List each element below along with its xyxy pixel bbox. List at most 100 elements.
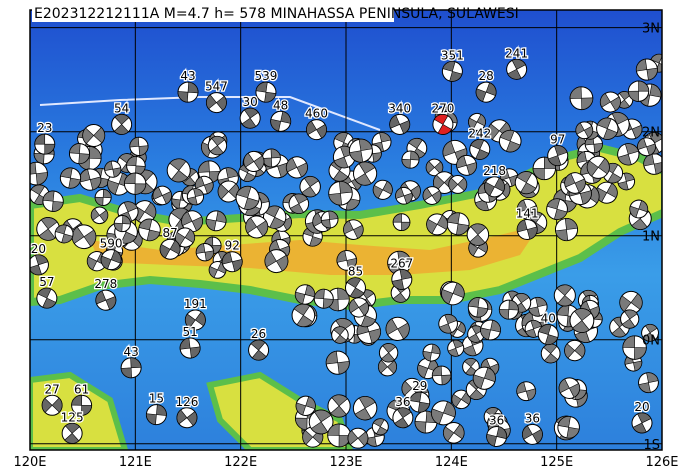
ball-quadrant bbox=[104, 160, 122, 178]
y-tick-label: 2N bbox=[642, 126, 660, 141]
background-ball bbox=[498, 299, 519, 320]
ball-quadrant bbox=[558, 378, 580, 398]
depth-label: 51 bbox=[182, 325, 197, 339]
mainshock bbox=[432, 113, 454, 135]
background-ball bbox=[90, 206, 109, 225]
depth-label: 590 bbox=[100, 237, 123, 251]
background-ball bbox=[186, 188, 205, 206]
ball-quadrant bbox=[409, 391, 430, 413]
beachball bbox=[547, 145, 569, 167]
beachball bbox=[36, 287, 58, 309]
depth-label: 87 bbox=[162, 226, 177, 240]
ball-quadrant bbox=[636, 58, 658, 81]
depth-label: 43 bbox=[123, 345, 138, 359]
beachball bbox=[392, 407, 414, 429]
depth-label: 191 bbox=[184, 297, 207, 311]
background-ball bbox=[641, 323, 659, 342]
beachball bbox=[30, 254, 49, 276]
background-ball bbox=[451, 389, 471, 410]
ball-quadrant bbox=[94, 189, 112, 206]
ball-quadrant bbox=[113, 114, 130, 135]
background-ball bbox=[59, 167, 82, 189]
ball-quadrant bbox=[596, 117, 618, 140]
background-ball bbox=[387, 250, 412, 275]
ball-quadrant bbox=[206, 94, 227, 111]
ball-quadrant bbox=[181, 211, 203, 232]
background-ball bbox=[54, 224, 74, 244]
ball-quadrant bbox=[270, 111, 291, 132]
ball-quadrant bbox=[37, 287, 57, 309]
ball-quadrant bbox=[152, 186, 172, 205]
ball-quadrant bbox=[146, 404, 167, 425]
ball-quadrant bbox=[286, 157, 308, 178]
ball-quadrant bbox=[95, 290, 117, 310]
background-ball bbox=[262, 205, 287, 229]
beachball bbox=[441, 60, 463, 82]
depth-label: 85 bbox=[348, 265, 363, 279]
ball-quadrant bbox=[301, 176, 319, 198]
ball-quadrant bbox=[475, 82, 497, 102]
ball-quadrant bbox=[564, 342, 586, 359]
beachball bbox=[409, 391, 431, 413]
ball-quadrant bbox=[336, 250, 357, 271]
background-ball bbox=[217, 180, 240, 203]
ball-quadrant bbox=[295, 396, 316, 416]
background-ball bbox=[524, 319, 543, 338]
ball-quadrant bbox=[100, 249, 122, 270]
y-tick-label: 3N bbox=[642, 22, 660, 37]
ball-quadrant bbox=[522, 425, 543, 444]
beachball bbox=[475, 81, 497, 103]
ball-quadrant bbox=[600, 93, 621, 112]
background-ball bbox=[327, 394, 351, 418]
ball-quadrant bbox=[42, 190, 64, 212]
depth-label: 23 bbox=[37, 121, 52, 135]
ball-quadrant bbox=[586, 157, 610, 177]
ball-quadrant bbox=[372, 418, 388, 436]
ball-quadrant bbox=[348, 298, 369, 316]
ball-quadrant bbox=[241, 107, 259, 129]
ball-quadrant bbox=[346, 277, 365, 299]
beachball bbox=[95, 289, 117, 311]
ball-quadrant bbox=[169, 158, 189, 183]
beachball bbox=[179, 337, 201, 359]
ball-quadrant bbox=[289, 193, 308, 214]
beachball bbox=[177, 81, 199, 103]
ball-quadrant bbox=[55, 224, 74, 244]
ball-quadrant bbox=[64, 423, 80, 444]
background-ball bbox=[527, 296, 548, 317]
background-ball bbox=[152, 185, 173, 206]
background-ball bbox=[385, 316, 410, 341]
x-tick-label: 120E bbox=[13, 455, 46, 470]
ball-quadrant bbox=[507, 59, 526, 80]
background-ball bbox=[113, 215, 131, 233]
ball-quadrant bbox=[293, 303, 314, 327]
background-ball bbox=[472, 366, 496, 390]
background-ball bbox=[426, 213, 449, 236]
ball-quadrant bbox=[499, 130, 521, 153]
ball-quadrant bbox=[621, 309, 638, 329]
ball-quadrant bbox=[205, 210, 227, 231]
x-tick-label: 124E bbox=[435, 455, 468, 470]
beachball bbox=[221, 251, 243, 273]
background-ball bbox=[599, 91, 621, 113]
depth-label: 57 bbox=[39, 275, 54, 289]
background-ball bbox=[378, 343, 399, 363]
ball-quadrant bbox=[245, 217, 268, 237]
ball-quadrant bbox=[343, 220, 364, 239]
depth-label: 460 bbox=[305, 107, 328, 121]
beachball bbox=[537, 324, 559, 346]
background-ball bbox=[569, 308, 595, 333]
y-tick-label: 1N bbox=[642, 230, 660, 245]
ball-quadrant bbox=[516, 171, 537, 194]
y-tick-label: 1S bbox=[643, 438, 660, 453]
ball-quadrant bbox=[538, 324, 559, 345]
beachball bbox=[506, 58, 528, 80]
title-bg bbox=[32, 2, 394, 22]
background-ball bbox=[371, 418, 389, 436]
ball-quadrant bbox=[320, 210, 339, 229]
depth-label: 241 bbox=[505, 46, 528, 60]
background-ball bbox=[575, 121, 594, 140]
ball-quadrant bbox=[159, 240, 181, 259]
ball-quadrant bbox=[333, 326, 347, 344]
ball-quadrant bbox=[313, 288, 334, 309]
